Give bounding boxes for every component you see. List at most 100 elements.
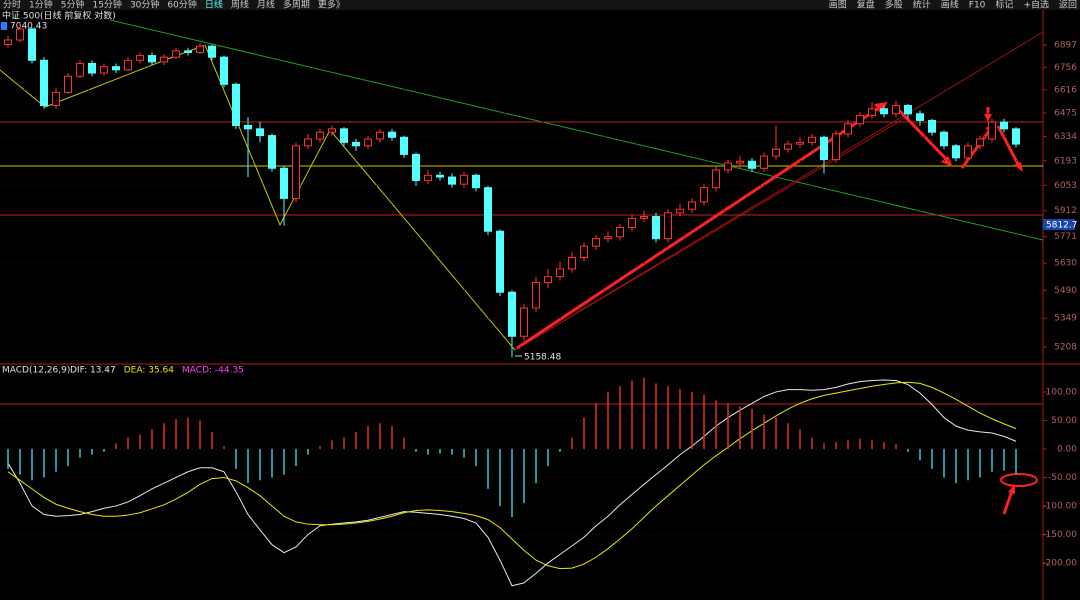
trend-line bbox=[109, 19, 1044, 241]
candle-body bbox=[580, 245, 588, 258]
y-tick-label: -200.00 bbox=[1042, 558, 1077, 568]
toolbar-button[interactable]: 返回 bbox=[1059, 0, 1077, 11]
toolbar-button[interactable]: 1分钟 bbox=[29, 0, 53, 11]
candle-body bbox=[376, 131, 384, 140]
candle-body bbox=[76, 62, 84, 77]
candle-body bbox=[232, 83, 240, 126]
y-tick-label: 5771 bbox=[1054, 232, 1077, 242]
candle-body bbox=[892, 104, 900, 115]
toolbar-button[interactable]: 5分钟 bbox=[61, 0, 85, 11]
candle-body bbox=[952, 145, 960, 159]
candle-body bbox=[112, 66, 120, 71]
candle-body bbox=[196, 45, 204, 53]
candle-body bbox=[136, 55, 144, 61]
toolbar-button[interactable]: 标记 bbox=[995, 0, 1013, 11]
candle-body bbox=[388, 131, 396, 138]
candle-body bbox=[268, 135, 276, 169]
candle-body bbox=[520, 307, 528, 337]
candle-body bbox=[256, 128, 264, 137]
candle-body bbox=[472, 174, 480, 189]
candle-body bbox=[976, 138, 984, 147]
candle-body bbox=[100, 66, 108, 74]
annotation: 7040.43 bbox=[10, 22, 47, 32]
candle-body bbox=[772, 148, 780, 157]
toolbar-button[interactable]: 多股 bbox=[885, 0, 903, 11]
y-tick-label: 6756 bbox=[1054, 63, 1077, 73]
toolbar-button[interactable]: 30分钟 bbox=[130, 0, 159, 11]
legend-entry: DIF: 13.47 bbox=[70, 366, 116, 376]
price-tag bbox=[1043, 219, 1075, 230]
candle-body bbox=[244, 124, 252, 130]
candle-body bbox=[52, 91, 60, 106]
y-tick-label: 50.00 bbox=[1051, 416, 1077, 426]
candle-body bbox=[688, 201, 696, 210]
candle-body bbox=[796, 141, 804, 145]
drawings bbox=[0, 19, 1075, 515]
y-tick-label: 6897 bbox=[1054, 41, 1077, 51]
candle-body bbox=[328, 128, 336, 133]
candle-body bbox=[916, 113, 924, 121]
candle-body bbox=[712, 169, 720, 189]
y-tick-label: 0.00 bbox=[1057, 444, 1077, 454]
price-tag-label: 5812.7 bbox=[1046, 221, 1078, 231]
candle-body bbox=[832, 133, 840, 161]
y-tick-label: -150.00 bbox=[1042, 530, 1077, 540]
toolbar-bg bbox=[0, 0, 1080, 10]
y-tick-label: 6616 bbox=[1054, 85, 1077, 95]
toolbar-button[interactable]: 更多》 bbox=[318, 0, 345, 11]
toolbar-button[interactable]: 15分钟 bbox=[92, 0, 121, 11]
candle-body bbox=[1000, 121, 1008, 130]
candle-body bbox=[160, 56, 168, 63]
candle-body bbox=[1012, 128, 1020, 145]
toolbar-button[interactable]: 多周期 bbox=[283, 0, 310, 11]
y-tick-label: 5349 bbox=[1054, 314, 1077, 324]
candle-body bbox=[652, 216, 660, 240]
arrow bbox=[893, 104, 952, 165]
arrowhead bbox=[941, 156, 953, 167]
candle-body bbox=[700, 187, 708, 203]
y-tick-label: 6053 bbox=[1054, 181, 1077, 191]
y-tick-label: 5912 bbox=[1054, 206, 1077, 216]
toolbar-button[interactable]: 周线 bbox=[231, 0, 249, 11]
candle-body bbox=[988, 121, 996, 140]
toolbar-button[interactable]: 月线 bbox=[257, 0, 275, 11]
chart-title: 中证 500(日线 前复权 对数) bbox=[2, 10, 116, 22]
candle-body bbox=[484, 187, 492, 232]
indicator-line bbox=[7, 379, 1017, 587]
arrowhead bbox=[1014, 162, 1023, 172]
toolbar-button[interactable]: 复盘 bbox=[857, 0, 875, 11]
candle-body bbox=[352, 141, 360, 147]
candle-body bbox=[316, 131, 324, 140]
candle-body bbox=[868, 108, 876, 116]
indicator-line bbox=[7, 381, 1017, 570]
candle-body bbox=[928, 119, 936, 133]
candle-body bbox=[40, 59, 48, 106]
indicator-title: MACD(12,26,9) bbox=[2, 366, 70, 376]
candle-body bbox=[724, 162, 732, 171]
toolbar-button[interactable]: 分时 bbox=[3, 0, 21, 11]
candle-body bbox=[532, 281, 540, 309]
toolbar-button[interactable]: +自选 bbox=[1023, 0, 1049, 11]
arrowhead bbox=[984, 114, 992, 122]
candle-body bbox=[820, 136, 828, 161]
candle-body bbox=[88, 62, 96, 74]
candle-body bbox=[664, 212, 672, 240]
candle-body bbox=[640, 216, 648, 219]
arrowhead bbox=[874, 102, 888, 113]
candle-body bbox=[208, 45, 216, 58]
toolbar-button[interactable]: 60分钟 bbox=[167, 0, 196, 11]
candle-body bbox=[904, 104, 912, 115]
candle-body bbox=[220, 56, 228, 85]
candle-body bbox=[508, 291, 516, 337]
toolbar-button[interactable]: 统计 bbox=[913, 0, 931, 11]
toolbar-button[interactable]: 画线 bbox=[941, 0, 959, 11]
toolbar-button[interactable]: 日线 bbox=[205, 0, 223, 11]
candle-body bbox=[784, 143, 792, 150]
y-tick-label: -50.00 bbox=[1048, 473, 1077, 483]
arrow bbox=[960, 126, 994, 169]
candle-body bbox=[340, 128, 348, 143]
candle-body bbox=[544, 276, 552, 283]
toolbar-button[interactable]: F10 bbox=[969, 1, 986, 11]
toolbar-button[interactable]: 画图 bbox=[829, 0, 847, 11]
